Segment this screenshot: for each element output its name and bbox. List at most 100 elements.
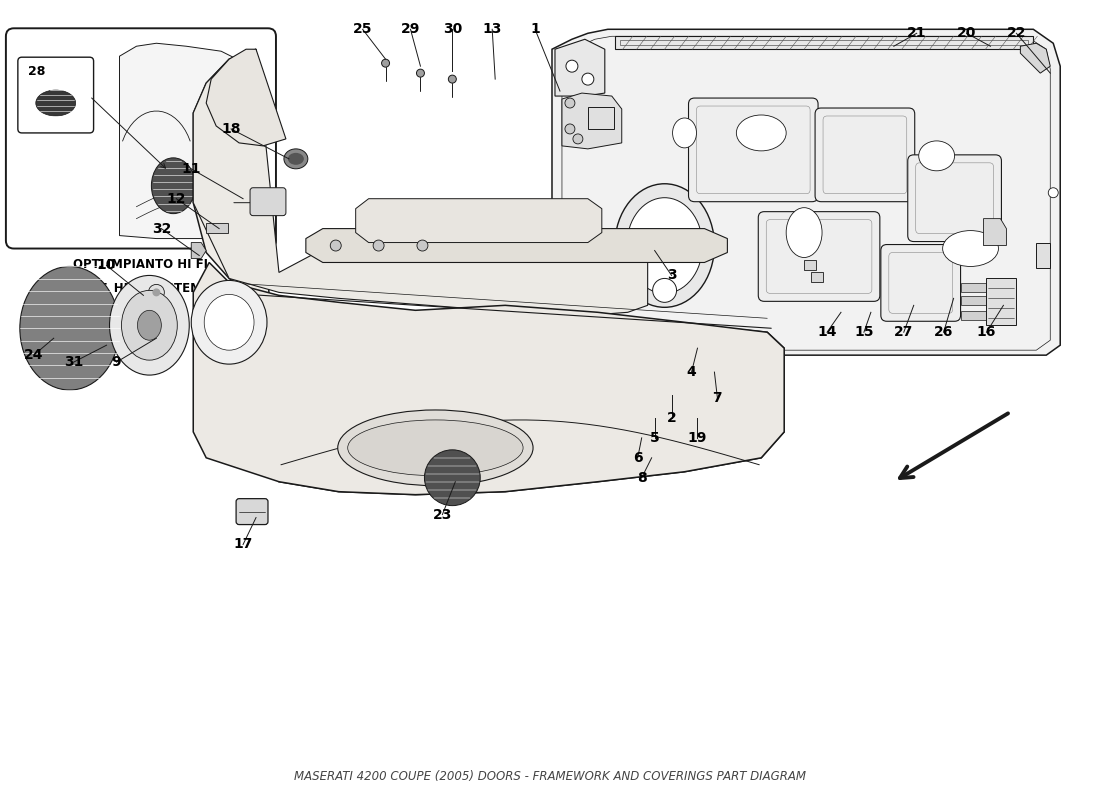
Polygon shape [306,229,727,262]
Polygon shape [355,198,602,242]
Text: 18: 18 [221,122,241,136]
Circle shape [153,288,161,296]
Circle shape [565,98,575,108]
Ellipse shape [138,310,162,340]
Circle shape [449,75,456,83]
Text: 13: 13 [483,22,502,36]
FancyBboxPatch shape [881,245,960,322]
Polygon shape [960,296,993,306]
Polygon shape [1036,242,1050,269]
FancyBboxPatch shape [758,212,880,302]
Text: 11: 11 [182,162,201,176]
Text: 10: 10 [97,258,117,273]
Ellipse shape [36,90,76,116]
Text: 26: 26 [934,326,954,339]
Ellipse shape [672,118,696,148]
Circle shape [148,285,164,300]
Ellipse shape [786,208,822,258]
Text: 12: 12 [166,192,186,206]
Ellipse shape [348,420,524,476]
Text: 23: 23 [432,508,452,522]
Ellipse shape [205,294,254,350]
Text: 21: 21 [908,26,926,40]
Ellipse shape [191,281,267,364]
Polygon shape [194,262,784,494]
FancyBboxPatch shape [6,28,276,249]
Text: 9: 9 [112,355,121,369]
Text: 4: 4 [686,365,696,379]
Text: 32: 32 [152,222,170,235]
FancyBboxPatch shape [250,188,286,216]
Text: 15: 15 [855,326,873,339]
FancyBboxPatch shape [587,107,614,129]
Text: eurospares: eurospares [266,303,495,338]
Circle shape [417,240,428,251]
Text: 5: 5 [650,431,660,445]
Ellipse shape [943,230,999,266]
FancyBboxPatch shape [236,498,268,525]
Text: 14: 14 [817,326,837,339]
Text: 22: 22 [1006,26,1026,40]
Text: 28: 28 [29,65,45,78]
Polygon shape [194,50,648,315]
Ellipse shape [20,266,120,390]
Polygon shape [1021,43,1050,73]
Text: 2: 2 [667,411,676,425]
Polygon shape [556,39,605,96]
Polygon shape [191,242,206,258]
Text: 31: 31 [64,355,84,369]
Polygon shape [194,50,784,494]
Circle shape [1048,188,1058,198]
Ellipse shape [338,410,534,486]
FancyBboxPatch shape [689,98,818,202]
Ellipse shape [288,153,304,165]
Text: 8: 8 [637,470,647,485]
Circle shape [573,134,583,144]
Circle shape [382,59,389,67]
FancyBboxPatch shape [908,155,1001,242]
Circle shape [425,450,481,506]
FancyBboxPatch shape [815,108,915,202]
Text: 3: 3 [667,269,676,282]
Polygon shape [960,283,993,292]
Ellipse shape [198,132,234,146]
Ellipse shape [121,290,177,360]
Circle shape [330,240,341,251]
Text: 24: 24 [24,348,44,362]
Text: 16: 16 [977,326,997,339]
Polygon shape [983,218,1006,246]
Text: 6: 6 [632,450,642,465]
Circle shape [565,60,578,72]
Text: 17: 17 [233,538,253,551]
Text: OPT. HI FI SYSTEM: OPT. HI FI SYSTEM [80,282,202,295]
Polygon shape [562,93,622,149]
Circle shape [582,73,594,85]
Text: 27: 27 [894,326,913,339]
Circle shape [565,124,575,134]
FancyBboxPatch shape [18,57,94,133]
Polygon shape [960,311,993,320]
Ellipse shape [918,141,955,170]
Polygon shape [120,43,263,238]
Ellipse shape [110,275,189,375]
Text: 25: 25 [353,22,373,36]
Ellipse shape [736,115,786,151]
Polygon shape [615,36,1033,50]
Text: 20: 20 [957,26,976,40]
Polygon shape [552,30,1060,355]
Circle shape [417,69,425,77]
FancyBboxPatch shape [804,261,816,270]
Ellipse shape [615,184,714,307]
Text: MASERATI 4200 COUPE (2005) DOORS - FRAMEWORK AND COVERINGS PART DIAGRAM: MASERATI 4200 COUPE (2005) DOORS - FRAME… [294,770,806,783]
Text: 1: 1 [530,22,540,36]
FancyBboxPatch shape [206,222,228,233]
Ellipse shape [627,198,703,294]
Text: 19: 19 [688,431,707,445]
Polygon shape [206,50,286,146]
Circle shape [373,240,384,251]
Text: 30: 30 [442,22,462,36]
Polygon shape [987,278,1016,326]
Circle shape [652,278,676,302]
Text: 29: 29 [400,22,420,36]
Text: eurospares: eurospares [635,234,864,267]
